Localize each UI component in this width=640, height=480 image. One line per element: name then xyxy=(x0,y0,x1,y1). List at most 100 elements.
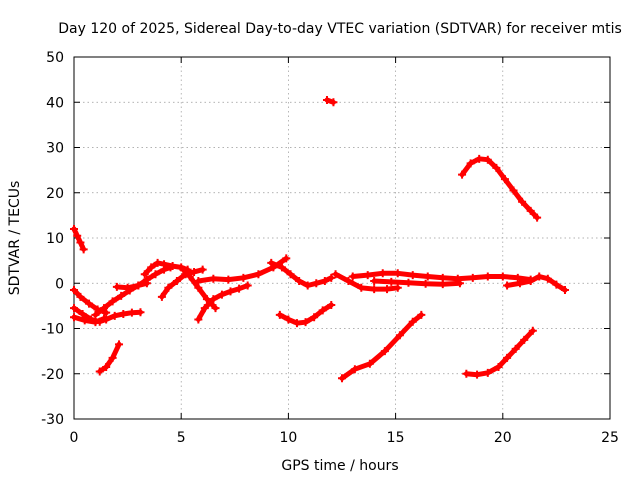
data-point xyxy=(147,263,156,272)
series-track xyxy=(463,328,536,378)
series-s11 xyxy=(194,281,252,324)
data-point xyxy=(526,206,535,215)
data-point xyxy=(458,170,467,179)
data-point xyxy=(78,310,87,319)
data-point xyxy=(483,155,492,164)
data-point xyxy=(100,314,109,323)
series-track xyxy=(371,278,463,287)
data-point xyxy=(190,267,199,276)
data-point xyxy=(520,335,529,344)
series-s19 xyxy=(370,276,464,289)
data-point xyxy=(292,319,301,328)
data-point xyxy=(217,290,226,299)
data-point xyxy=(134,281,143,290)
data-point xyxy=(194,276,203,285)
data-point xyxy=(500,175,509,184)
data-point xyxy=(108,353,117,362)
data-point xyxy=(76,292,85,301)
data-point xyxy=(95,367,104,376)
data-point xyxy=(284,315,293,324)
series-track xyxy=(268,260,334,288)
data-point xyxy=(320,276,329,285)
data-point xyxy=(528,326,537,335)
data-point xyxy=(194,315,203,324)
data-point xyxy=(408,271,417,280)
data-point xyxy=(110,311,119,320)
data-point xyxy=(160,260,169,269)
data-point xyxy=(153,258,162,267)
data-point xyxy=(423,272,432,281)
data-point xyxy=(331,270,340,279)
x-tick-label: 20 xyxy=(494,430,512,446)
series-track xyxy=(459,156,540,221)
data-point xyxy=(142,279,151,288)
data-points xyxy=(70,95,569,383)
series-s01 xyxy=(70,224,88,254)
data-point xyxy=(475,154,484,163)
series-s22 xyxy=(503,272,569,295)
data-point xyxy=(535,272,544,281)
y-tick-label: 50 xyxy=(46,50,64,66)
series-s15 xyxy=(322,95,338,107)
chart-title: Day 120 of 2025, Sidereal Day-to-day VTE… xyxy=(58,21,622,37)
series-s21 xyxy=(462,326,537,379)
series-s13 xyxy=(267,258,336,290)
data-point xyxy=(185,272,194,281)
data-point xyxy=(243,281,252,290)
data-point xyxy=(194,283,203,292)
data-point xyxy=(102,362,111,371)
data-point xyxy=(417,310,426,319)
data-point xyxy=(404,278,413,287)
data-point xyxy=(70,286,78,295)
data-point xyxy=(473,370,482,379)
data-point xyxy=(277,263,286,272)
data-point xyxy=(498,272,507,281)
data-point xyxy=(117,291,126,300)
grid-lines xyxy=(74,57,610,419)
data-point xyxy=(338,374,346,383)
y-tick-label: -20 xyxy=(41,367,64,383)
data-point xyxy=(466,159,475,168)
data-point xyxy=(312,279,321,288)
x-tick-label: 15 xyxy=(387,430,405,446)
data-point xyxy=(140,270,149,279)
data-point xyxy=(526,276,535,285)
data-point xyxy=(115,340,124,349)
data-point xyxy=(344,276,353,285)
data-point xyxy=(438,280,447,289)
data-point xyxy=(235,284,244,293)
series-s09 xyxy=(157,265,207,301)
data-point xyxy=(239,273,248,282)
data-point xyxy=(91,318,100,327)
data-point xyxy=(533,213,542,222)
data-point xyxy=(275,310,284,319)
data-point xyxy=(329,98,338,107)
data-point xyxy=(509,186,518,195)
data-point xyxy=(91,310,100,319)
data-point xyxy=(303,281,312,290)
data-point xyxy=(76,238,85,247)
data-point xyxy=(421,279,430,288)
y-axis-label: SDTVAR / TECUs xyxy=(7,181,23,296)
x-axis-label: GPS time / hours xyxy=(281,458,398,474)
series-s08 xyxy=(140,258,192,279)
data-point xyxy=(348,272,357,281)
y-tick-label: 20 xyxy=(46,186,64,202)
y-tick-label: 10 xyxy=(46,231,64,247)
data-point xyxy=(380,347,389,356)
y-tick-label: -10 xyxy=(41,322,64,338)
data-point xyxy=(560,286,569,295)
data-point xyxy=(455,279,464,288)
data-point xyxy=(301,318,310,327)
data-point xyxy=(387,277,396,286)
data-point xyxy=(393,283,402,292)
data-point xyxy=(70,304,78,313)
data-point xyxy=(378,269,387,278)
series-track xyxy=(97,341,122,374)
data-point xyxy=(267,258,276,267)
series-track xyxy=(114,280,150,291)
data-point xyxy=(73,231,82,240)
data-point xyxy=(515,279,524,288)
data-point xyxy=(552,280,561,289)
